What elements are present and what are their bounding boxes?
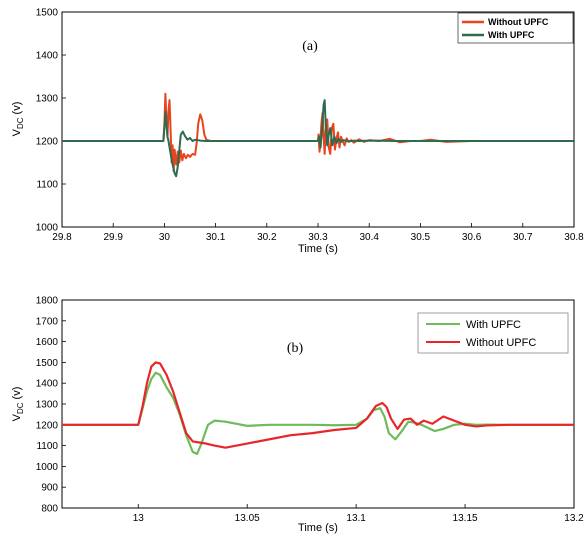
x-tick-label-a-7: 30.5 — [411, 232, 431, 243]
x-tick-label-a-8: 30.6 — [462, 232, 482, 243]
x-tick-label-b-4: 13.2 — [564, 513, 584, 524]
y-axis-label-unit-b: (v) — [11, 387, 23, 403]
x-ticks-b: 13 13.05 13.1 13.15 13.2 — [133, 504, 584, 524]
x-tick-label-a-10: 30.8 — [564, 232, 584, 243]
y-axis-label-sub-a: DC — [16, 117, 25, 129]
x-tick-label-b-0: 13 — [133, 513, 145, 524]
y-tick-label-b-8: 1600 — [36, 337, 59, 348]
y-axis-label-main-b: V — [11, 413, 23, 421]
y-ticks-a: 1000 1100 1200 1300 1400 1500 — [36, 8, 66, 234]
y-tick-label-b-10: 1800 — [36, 296, 59, 307]
y-tick-label-a-4: 1400 — [36, 51, 59, 62]
y-tick-label-a-5: 1500 — [36, 8, 59, 19]
legend-box-b — [417, 312, 569, 354]
x-tick-label-a-9: 30.7 — [513, 232, 533, 243]
x-tick-label-a-3: 30.1 — [206, 232, 226, 243]
series-line-a-1 — [62, 99, 574, 178]
y-tick-label-a-1: 1100 — [36, 180, 58, 191]
legend-label-a-0: Without UPFC — [488, 17, 549, 27]
y-tick-label-b-7: 1500 — [36, 358, 59, 369]
x-tick-label-a-6: 30.4 — [359, 232, 379, 243]
y-tick-label-a-0: 1000 — [36, 223, 59, 234]
plot-area-a — [61, 11, 575, 228]
y-ticks-b: 800 900 1000 1100 1200 1300 1400 1500 1600 1700 18… — [36, 296, 66, 515]
y-tick-label-b-6: 1400 — [36, 379, 59, 390]
x-ticks-a: 29.8 29.9 30 30.1 30.2 30.3 30.4 30.5 30.6 30.7 30… — [52, 223, 584, 243]
y-axis-label-main-a: V — [11, 128, 23, 136]
x-tick-label-b-3: 13.15 — [453, 513, 478, 524]
series-line-b-1 — [62, 361, 574, 449]
y-tick-label-b-2: 1000 — [36, 462, 59, 473]
x-tick-label-a-1: 29.9 — [103, 232, 123, 243]
y-tick-label-a-2: 1200 — [36, 137, 59, 148]
series-group-b — [62, 361, 574, 456]
y-axis-label-sub-b: DC — [16, 402, 25, 414]
chart-panel-b: 13 13.05 13.1 13.15 13.2 800 900 1000 1100 1200 1… — [11, 296, 584, 535]
x-tick-label-b-1: 13.05 — [235, 513, 260, 524]
x-tick-label-a-0: 29.8 — [52, 232, 72, 243]
y-tick-label-b-3: 1100 — [36, 441, 58, 452]
panel-label-a: (a) — [302, 39, 318, 54]
y-tick-label-b-0: 800 — [41, 504, 58, 515]
x-tick-label-a-5: 30.3 — [308, 232, 328, 243]
x-tick-label-a-2: 30 — [159, 232, 171, 243]
legend-b: With UPFC Without UPFC — [417, 312, 569, 354]
y-axis-label-unit-a: (v) — [11, 102, 23, 118]
legend-label-a-1: With UPFC — [488, 30, 535, 40]
y-tick-label-b-9: 1700 — [36, 316, 59, 327]
x-tick-label-a-4: 30.2 — [257, 232, 277, 243]
y-tick-label-b-5: 1300 — [36, 400, 59, 411]
series-line-b-0 — [62, 371, 574, 456]
svg-text:VDC (v): VDC (v) — [11, 102, 25, 137]
svg-text:VDC (v): VDC (v) — [11, 387, 25, 422]
chart-panel-a: 29.8 29.9 30 30.1 30.2 30.3 30.4 30.5 30.6 30.7 30… — [11, 8, 584, 256]
panel-label-b: (b) — [287, 341, 304, 356]
y-axis-label-b: VDC (v) — [11, 387, 25, 422]
y-tick-label-b-4: 1200 — [36, 420, 59, 431]
legend-a: Without UPFC With UPFC — [457, 12, 574, 44]
x-tick-label-b-2: 13.1 — [346, 513, 366, 524]
series-group-a — [62, 92, 574, 178]
legend-box-a — [457, 12, 574, 44]
legend-label-b-0: With UPFC — [466, 319, 521, 331]
x-axis-label-b: Time (s) — [298, 522, 338, 534]
legend-label-b-1: Without UPFC — [466, 337, 536, 349]
y-tick-label-b-1: 900 — [41, 483, 58, 494]
x-axis-label-a: Time (s) — [298, 243, 338, 255]
y-axis-label-a: VDC (v) — [11, 102, 25, 137]
y-tick-label-a-3: 1300 — [36, 94, 59, 105]
